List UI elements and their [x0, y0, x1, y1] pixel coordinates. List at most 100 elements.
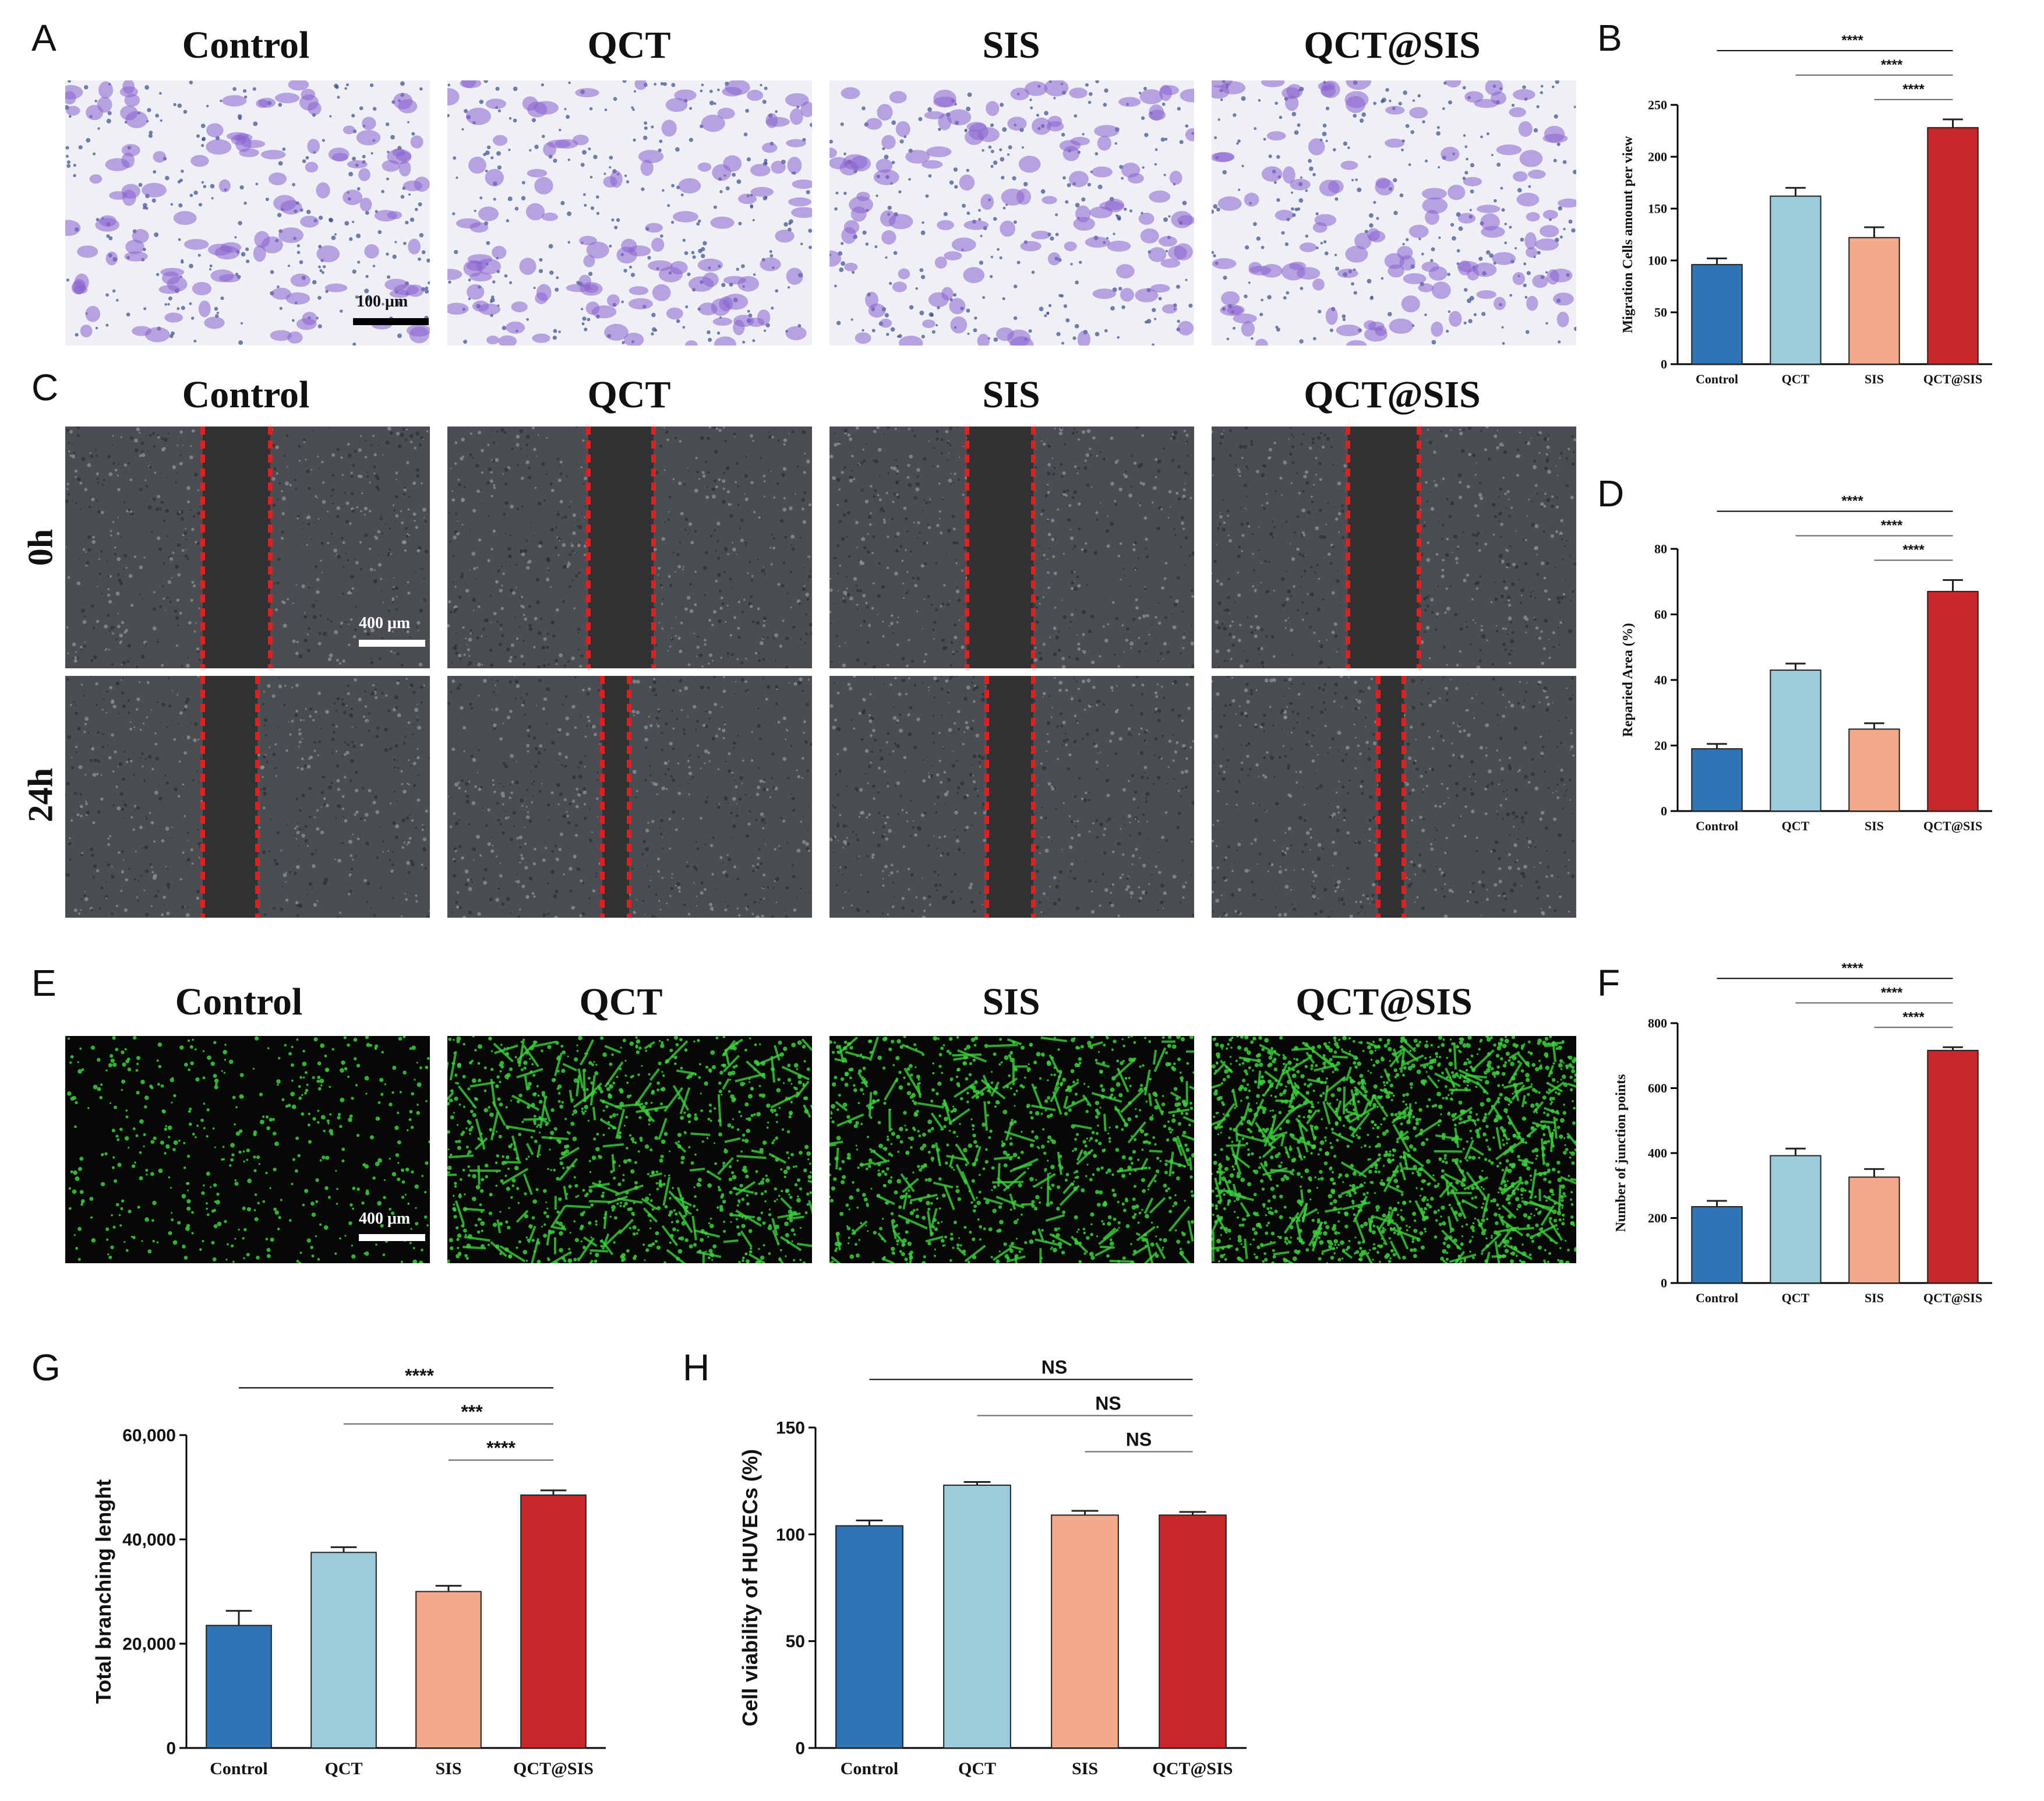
- chart-d-significance-label: ****: [1881, 517, 1903, 533]
- chart-d-y-tick-label: 40: [1654, 673, 1667, 688]
- chart-f-significance-label: ****: [1881, 985, 1903, 1000]
- chart-f-bar-sis: [1848, 1176, 1900, 1284]
- chart-d-y-tick-label: 20: [1654, 738, 1667, 753]
- col-title-a-qct-sis: QCT@SIS: [1304, 24, 1481, 66]
- chart-b-y-tick-label: 250: [1648, 98, 1667, 112]
- chart-f-y-tick-label: 600: [1648, 1081, 1667, 1095]
- tube-image-qct-sis: [1212, 1036, 1576, 1263]
- chart-d-y-tick-label: 80: [1654, 542, 1667, 556]
- panel-letter-d: D: [1597, 473, 1625, 514]
- chart-b-y-label: Migration Cells amount per view: [1621, 136, 1636, 333]
- chart-b-y-tick-label: 50: [1654, 305, 1667, 320]
- chart-d-significance-label: ****: [1902, 542, 1925, 558]
- chart-h-y-tick-label: 150: [776, 1419, 805, 1438]
- panel-letter-c: C: [31, 366, 59, 408]
- panel-letter-b: B: [1597, 17, 1622, 59]
- chart-b-bar-sis: [1848, 237, 1900, 365]
- col-title-c-qct: QCT: [587, 373, 671, 416]
- chart-g-bar-qct: [310, 1552, 377, 1749]
- transwell-image-sis: [829, 80, 1194, 346]
- col-title-a-sis: SIS: [982, 24, 1040, 66]
- chart-f-x-tick-label: QCT@SIS: [1923, 1291, 1982, 1305]
- scratch-image-control-24h: [65, 676, 430, 918]
- chart-b-significance-label: ****: [1841, 33, 1863, 48]
- chart-h-bar-control: [835, 1525, 903, 1749]
- chart-h-x-tick-label: SIS: [1072, 1759, 1098, 1778]
- scale-bar-label-e: 400 μm: [359, 1210, 411, 1228]
- chart-g-bar-qct-sis: [520, 1494, 587, 1749]
- scale-bar-a: [353, 318, 429, 325]
- chart-b-bar-control: [1691, 264, 1743, 365]
- chart-h-cell-viability: 0 50 100 150 Cell viability of HUVECs (%) Con…: [738, 1357, 1247, 1778]
- chart-b-y-tick-label: 0: [1661, 357, 1667, 372]
- chart-g-x-tick-label: Control: [210, 1759, 267, 1778]
- col-title-c-qct-sis: QCT@SIS: [1304, 373, 1481, 416]
- chart-d-x-tick-label: SIS: [1865, 819, 1884, 833]
- panel-letter-h: H: [683, 1347, 710, 1388]
- chart-f-y-tick-label: 400: [1648, 1146, 1667, 1161]
- chart-b-y-tick-label: 150: [1648, 202, 1667, 216]
- chart-b-y-tick-label: 200: [1648, 150, 1667, 164]
- chart-g-significance-label: ****: [486, 1437, 516, 1458]
- chart-b-x-tick-label: Control: [1696, 372, 1738, 386]
- chart-h-y-tick-label: 100: [776, 1525, 805, 1545]
- scratch-image-qct-24h: [447, 676, 812, 918]
- chart-h-y-tick-label: 50: [786, 1632, 805, 1651]
- chart-f-bar-control: [1691, 1206, 1743, 1284]
- col-title-a-control: Control: [182, 24, 310, 66]
- chart-d-x-tick-label: QCT: [1782, 819, 1810, 833]
- chart-h-significance-label: NS: [1126, 1429, 1152, 1450]
- chart-b-bar-qct: [1770, 195, 1821, 365]
- scratch-image-qct-sis-0h: [1212, 427, 1576, 668]
- scale-bar-c: [359, 640, 425, 647]
- transwell-image-qct: [447, 80, 812, 346]
- chart-b-y-tick-label: 100: [1648, 253, 1667, 268]
- chart-f-junction-points: 0 200 400 600 800 Number of junction points Co…: [1614, 960, 1992, 1305]
- chart-d-repaired-area: 0 20 40 60 80 Reparied Area (%) Control QCT SIS Q…: [1621, 493, 1992, 833]
- row-label-24h: 24h: [21, 767, 60, 823]
- chart-f-x-tick-label: Control: [1696, 1291, 1738, 1305]
- chart-b-significance-label: ****: [1881, 57, 1903, 73]
- chart-f-y-tick-label: 800: [1648, 1016, 1667, 1031]
- scale-bar-e: [359, 1234, 425, 1241]
- chart-f-significance-label: ****: [1902, 1009, 1925, 1025]
- chart-b-x-tick-label: QCT: [1782, 372, 1810, 386]
- chart-g-y-tick-label: 60,000: [122, 1426, 176, 1446]
- chart-d-significance-label: ****: [1841, 493, 1863, 509]
- chart-g-x-tick-label: SIS: [435, 1759, 461, 1778]
- panel-letter-g: G: [31, 1347, 61, 1388]
- chart-g-significance-label: ***: [461, 1401, 483, 1422]
- chart-f-significance-label: ****: [1841, 960, 1863, 976]
- chart-g-y-label: Total branching lenght: [91, 1479, 115, 1704]
- chart-f-x-tick-label: QCT: [1782, 1291, 1810, 1305]
- chart-g-y-tick-label: 20,000: [122, 1635, 176, 1654]
- chart-f-bar-qct-sis: [1927, 1049, 1979, 1284]
- tube-image-sis: [829, 1036, 1194, 1263]
- chart-h-bar-qct: [943, 1485, 1011, 1749]
- chart-d-bar-control: [1691, 748, 1743, 812]
- chart-g-significance-label: ****: [405, 1365, 434, 1386]
- chart-b-x-tick-label: QCT@SIS: [1923, 372, 1982, 386]
- chart-h-significance-label: NS: [1095, 1393, 1121, 1414]
- panel-letter-f: F: [1597, 962, 1621, 1004]
- chart-b-x-tick-label: SIS: [1865, 372, 1884, 386]
- panel-letter-e: E: [31, 962, 57, 1004]
- col-title-c-sis: SIS: [982, 373, 1040, 416]
- chart-f-bar-qct: [1770, 1155, 1821, 1284]
- chart-g-branching-length: 0 20,000 40,000 60,000 Total branching lengh…: [91, 1365, 606, 1778]
- chart-g-y-tick-label: 0: [166, 1739, 176, 1758]
- chart-h-significance-label: NS: [1042, 1357, 1067, 1378]
- chart-f-y-tick-label: 0: [1661, 1276, 1667, 1291]
- panel-letter-a: A: [31, 17, 57, 59]
- chart-d-y-tick-label: 60: [1654, 607, 1667, 622]
- col-title-c-control: Control: [182, 373, 310, 416]
- chart-g-bar-sis: [415, 1591, 482, 1749]
- chart-b-significance-label: ****: [1902, 82, 1925, 97]
- chart-g-y-tick-label: 40,000: [122, 1531, 176, 1550]
- col-title-e-qct-sis: QCT@SIS: [1295, 981, 1473, 1023]
- chart-h-y-tick-label: 0: [795, 1739, 805, 1758]
- scratch-image-qct-sis-24h: [1212, 676, 1576, 918]
- scratch-image-sis-24h: [829, 676, 1194, 918]
- chart-h-x-tick-label: QCT@SIS: [1153, 1759, 1233, 1778]
- scale-bar-label-a: 100 μm: [356, 292, 408, 311]
